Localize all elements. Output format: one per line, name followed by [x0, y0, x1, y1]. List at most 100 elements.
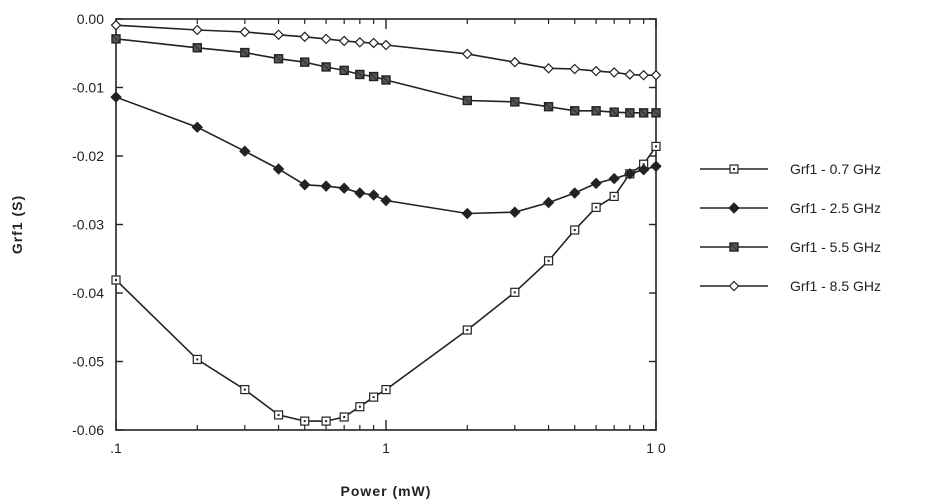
data-point [273, 29, 284, 41]
data-point [509, 56, 521, 68]
data-point [637, 163, 650, 176]
series-layer [110, 19, 662, 426]
data-point-dot [303, 420, 306, 423]
data-point-cross [591, 106, 601, 116]
data-point [650, 160, 662, 172]
data-point-cross [339, 66, 349, 75]
data-point-dot [277, 413, 280, 416]
data-point-cross [544, 102, 553, 111]
y-tick-label: -0.02 [72, 148, 104, 164]
data-point-dot [613, 195, 616, 198]
data-point-dot [655, 145, 657, 148]
data-point [239, 145, 251, 157]
legend-entry: Grf1 - 5.5 GHz [700, 239, 881, 255]
data-point [299, 179, 311, 191]
data-point-cross [240, 48, 250, 57]
data-point-dot [466, 328, 469, 331]
legend-label: Grf1 - 5.5 GHz [790, 239, 881, 255]
data-point [590, 177, 602, 190]
data-point-cross [369, 72, 378, 81]
x-tick-label: .1 [110, 440, 122, 456]
series-3 [111, 34, 661, 118]
y-axis-title: Grf1 (S) [9, 195, 25, 254]
data-point [569, 187, 581, 199]
data-point-dot [358, 405, 361, 408]
data-point-cross [462, 96, 472, 105]
series-4 [110, 19, 662, 81]
data-point-dot [547, 259, 550, 262]
data-point-dot [385, 388, 387, 391]
data-point [299, 31, 311, 43]
data-point-dot [573, 228, 576, 231]
data-point [380, 39, 392, 51]
data-point [380, 194, 392, 207]
data-point [461, 207, 473, 220]
y-tick-label: -0.06 [72, 422, 104, 438]
data-point [728, 202, 740, 214]
data-point [191, 24, 203, 36]
data-point [590, 65, 602, 77]
data-point-cross [729, 242, 739, 252]
series-2 [110, 91, 662, 220]
data-point [320, 33, 332, 45]
y-tick-label: 0.00 [77, 11, 104, 27]
legend-label: Grf1 - 8.5 GHz [790, 278, 881, 294]
data-point [728, 280, 740, 292]
data-point [650, 69, 662, 81]
data-point [543, 62, 554, 74]
data-point-dot [595, 206, 598, 209]
data-point [638, 69, 649, 81]
data-point-cross [570, 106, 580, 116]
data-point-dot [513, 291, 516, 294]
data-point-cross [300, 57, 310, 67]
legend: Grf1 - 0.7 GHz Grf1 - 2.5 GHz Grf1 - 5.5 G… [700, 161, 881, 294]
data-point-cross [381, 75, 391, 85]
data-point [354, 36, 366, 48]
data-point-cross [355, 70, 365, 79]
data-point-cross [625, 108, 635, 118]
data-point-dot [343, 415, 346, 418]
data-point-dot [372, 396, 375, 399]
legend-entry: Grf1 - 2.5 GHz [700, 200, 881, 216]
data-point-cross [651, 108, 661, 118]
data-point-dot [733, 168, 735, 170]
data-point [110, 91, 122, 103]
legend-entry: Grf1 - 0.7 GHz [700, 161, 881, 177]
data-point-dot [196, 358, 199, 361]
legend-label: Grf1 - 2.5 GHz [790, 200, 881, 216]
x-tick-label: 1 [382, 440, 390, 456]
data-point [624, 168, 636, 180]
data-point-cross [609, 107, 619, 117]
y-tick-label: -0.03 [72, 217, 104, 233]
data-point [367, 189, 380, 201]
x-tick-label: 1 0 [646, 440, 666, 456]
data-point [461, 48, 473, 60]
data-point [624, 69, 636, 80]
data-point [338, 182, 350, 194]
y-axis: 0.00 -0.01 -0.02 -0.03 -0.04 -0.05 -0.06 [72, 11, 656, 438]
data-point-dot [115, 278, 117, 281]
data-point [542, 196, 555, 209]
data-point-cross [639, 108, 648, 118]
data-point [608, 67, 620, 78]
series-1 [111, 141, 661, 426]
data-point [320, 180, 332, 192]
y-tick-label: -0.04 [72, 285, 104, 301]
data-point-cross [111, 34, 121, 44]
data-point [338, 35, 350, 47]
legend-entry: Grf1 - 8.5 GHz [700, 278, 881, 294]
data-point-dot [325, 420, 328, 423]
y-tick-label: -0.01 [72, 80, 104, 96]
data-point [191, 121, 203, 133]
legend-label: Grf1 - 0.7 GHz [790, 161, 881, 177]
data-point-cross [321, 62, 331, 72]
data-point [368, 37, 379, 49]
data-point [239, 26, 251, 38]
data-point-cross [510, 97, 520, 107]
data-point-cross [192, 43, 202, 53]
data-point [272, 163, 285, 175]
data-point [509, 206, 521, 218]
data-point [569, 63, 581, 75]
data-point [608, 172, 620, 185]
